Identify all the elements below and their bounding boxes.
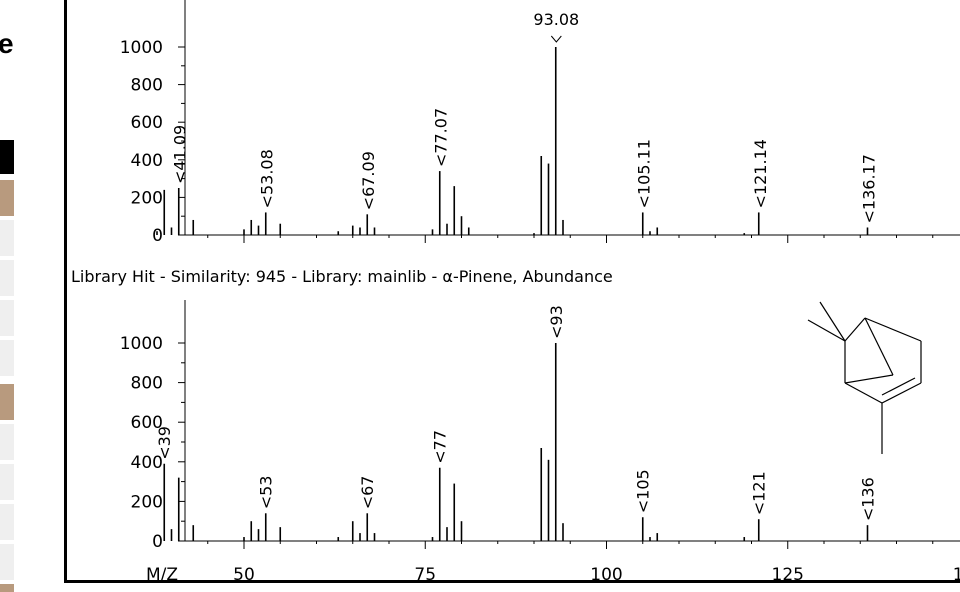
- y-tick-label: 1000: [120, 334, 163, 354]
- y-tick-label: 800: [131, 76, 163, 96]
- library-hit-label: Library Hit - Similarity: 945 - Library:…: [71, 267, 613, 286]
- side-list-row[interactable]: [0, 180, 14, 216]
- peak-label: <136.17: [860, 154, 879, 223]
- x-tick-label: 75: [414, 565, 436, 585]
- y-tick-label: 0: [152, 226, 163, 246]
- peak-label: <77: [431, 430, 450, 464]
- peak-label: <67.09: [359, 151, 378, 210]
- y-tick-label: 200: [131, 492, 163, 512]
- side-panel-fragment: e: [0, 0, 14, 592]
- peak-label: <93: [547, 305, 566, 339]
- y-tick-label: 400: [131, 453, 163, 473]
- side-list-row[interactable]: [0, 300, 14, 336]
- alpha-pinene-structure-diagram: [807, 301, 922, 454]
- y-tick-label: 400: [131, 151, 163, 171]
- y-tick-label: 0: [152, 532, 163, 552]
- peak-label: <105.11: [635, 139, 654, 208]
- peak-label: <67: [358, 476, 377, 510]
- y-tick-label: 600: [131, 113, 163, 133]
- peak-label: <121.14: [751, 139, 770, 208]
- x-tick-label: 50: [233, 565, 255, 585]
- panel-heading-fragment: e: [0, 28, 14, 59]
- x-tick-label: 100: [590, 565, 622, 585]
- side-list-row[interactable]: [0, 464, 14, 500]
- peak-label: <41.09: [170, 125, 189, 184]
- peak-label: <53: [257, 476, 276, 510]
- peak-label: <121: [750, 471, 769, 515]
- peak-label: <105: [634, 469, 653, 513]
- y-tick-label: 1000: [120, 38, 163, 58]
- x-tick-label: 150: [953, 565, 960, 585]
- side-list-row[interactable]: [0, 220, 14, 256]
- x-tick-label: 125: [772, 565, 804, 585]
- y-tick-label: 600: [131, 413, 163, 433]
- side-list-row[interactable]: [0, 584, 14, 592]
- peak-label: 93.08: [533, 10, 579, 29]
- chart-frame: [64, 0, 960, 583]
- side-list-row[interactable]: [0, 260, 14, 296]
- side-list-row[interactable]: [0, 140, 14, 174]
- side-list-row[interactable]: [0, 544, 14, 580]
- side-list-row[interactable]: [0, 504, 14, 540]
- side-list-row[interactable]: [0, 384, 14, 420]
- peak-label: <53.08: [257, 149, 276, 208]
- side-list-row[interactable]: [0, 424, 14, 460]
- peak-label: <39: [155, 426, 174, 460]
- y-tick-label: 800: [131, 374, 163, 394]
- peak-marker: [550, 35, 562, 43]
- side-list-row[interactable]: [0, 340, 14, 376]
- peak-label: <136: [859, 477, 878, 521]
- y-tick-label: 200: [131, 188, 163, 208]
- peak-label: <77.07: [431, 108, 450, 167]
- x-axis-label: M/Z: [146, 565, 178, 585]
